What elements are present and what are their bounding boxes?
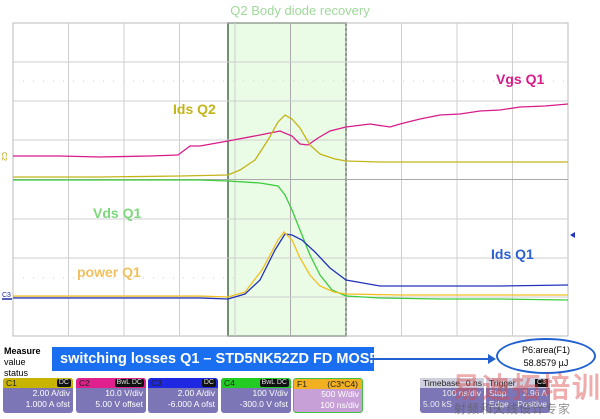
- coupling-badge: DC: [201, 379, 216, 387]
- measure-value-label: value: [4, 357, 26, 367]
- watermark-subtitle: 射频和天线设计专家: [454, 402, 572, 416]
- trigger-level-marker: [570, 232, 575, 238]
- grid: [12, 22, 569, 337]
- channel-name: C3: [151, 378, 162, 388]
- label-power-q1: power Q1: [77, 264, 141, 280]
- label-vds-q1: Vds Q1: [93, 205, 142, 221]
- trigger-type: Edge: [489, 399, 509, 409]
- channel-scale: 10.0 V/div: [105, 388, 143, 398]
- channel-scale: 100 V/div: [252, 388, 288, 398]
- channel-scale: 2.00 A/div: [32, 388, 70, 398]
- measurement-name: P6:area(F1): [521, 345, 571, 355]
- label-ids-q1: Ids Q1: [491, 246, 534, 262]
- annotation-title: Q2 Body diode recovery: [230, 3, 370, 18]
- callout-arrow: [370, 358, 492, 360]
- trigger-label: Trigger: [489, 378, 516, 388]
- channel-c2-box[interactable]: C2 BwL DC 10.0 V/div 5.00 V offset: [76, 378, 146, 413]
- label-vgs-q1: Vgs Q1: [496, 71, 545, 87]
- trigger-box[interactable]: Trigger C3 Stop 2.96 A Edge Positive: [486, 378, 550, 413]
- channel-c3-box[interactable]: C3 DC 2.00 A/div -6.000 A ofst: [148, 378, 218, 413]
- trace-vgs-q1: [13, 103, 569, 158]
- timebase-box[interactable]: Timebase 0 ns 100 ns/div 5.00 kS: [420, 378, 484, 413]
- math-time: 100 ns/div: [320, 400, 359, 410]
- channel-name: C1: [6, 378, 17, 388]
- channel-name: C2: [79, 378, 90, 388]
- channel-offset: -6.000 A ofst: [167, 399, 215, 409]
- trace-ids-q2: [13, 114, 568, 178]
- coupling-badge: BwL DC: [259, 379, 289, 387]
- coupling-badge: BwL DC: [114, 379, 144, 387]
- sample-rate: 5.00 kS: [423, 399, 452, 409]
- math-f1-box[interactable]: F1 (C3*C4) 500 W/div 100 ns/div: [293, 378, 363, 413]
- channel-scale: 2.00 A/div: [177, 388, 215, 398]
- math-name: F1: [297, 379, 307, 389]
- label-ids-q2: Ids Q2: [173, 101, 216, 117]
- math-expression: (C3*C4): [327, 379, 358, 389]
- trigger-source: C3: [535, 379, 548, 387]
- trigger-mode: Stop: [489, 388, 507, 398]
- trigger-slope: Positive: [517, 399, 547, 409]
- timebase-scale: 100 ns/div: [442, 388, 481, 398]
- trigger-mode-level: Stop 2.96 A: [486, 388, 550, 399]
- channel-name: C4: [224, 378, 235, 388]
- title-banner: switching losses Q1 – STD5NK52ZD FD MOSF…: [52, 347, 440, 371]
- c3-marker: C3: [2, 292, 11, 299]
- coupling-badge: DC: [56, 379, 71, 387]
- watermark-logo: 易迪拓培训: [452, 372, 600, 403]
- measurement-callout: P6:area(F1) 58.8579 µJ: [496, 338, 596, 374]
- channel-c4-box[interactable]: C4 BwL DC 100 V/div -300.0 V ofst: [221, 378, 291, 413]
- trace-ids-q1: [13, 233, 569, 300]
- timebase-label: Timebase: [423, 378, 461, 388]
- channel-offset: 1.000 A ofst: [25, 399, 70, 409]
- trigger-type-slope: Edge Positive: [486, 399, 550, 410]
- channel-offset: -300.0 V ofst: [239, 399, 288, 409]
- waveform-display: C2 C3: [0, 22, 575, 337]
- c2-marker: C2: [0, 152, 7, 161]
- measurement-value: 58.8579 µJ: [523, 358, 569, 368]
- math-scale: 500 W/div: [321, 389, 359, 399]
- trace-power-q1: [13, 231, 568, 298]
- channel-c1-box[interactable]: C1 DC 2.00 A/div 1.000 A ofst: [3, 378, 73, 413]
- measure-panel: Measure value status: [4, 346, 41, 379]
- callout-arrow-head: [488, 354, 496, 364]
- measure-title: Measure: [4, 346, 41, 356]
- timebase-delay: 0 ns: [465, 378, 482, 388]
- trigger-level: 2.96 A: [522, 388, 547, 398]
- trace-vds-q1: [13, 179, 569, 301]
- channel-offset: 5.00 V offset: [95, 399, 143, 409]
- measure-status-label: status: [4, 368, 29, 378]
